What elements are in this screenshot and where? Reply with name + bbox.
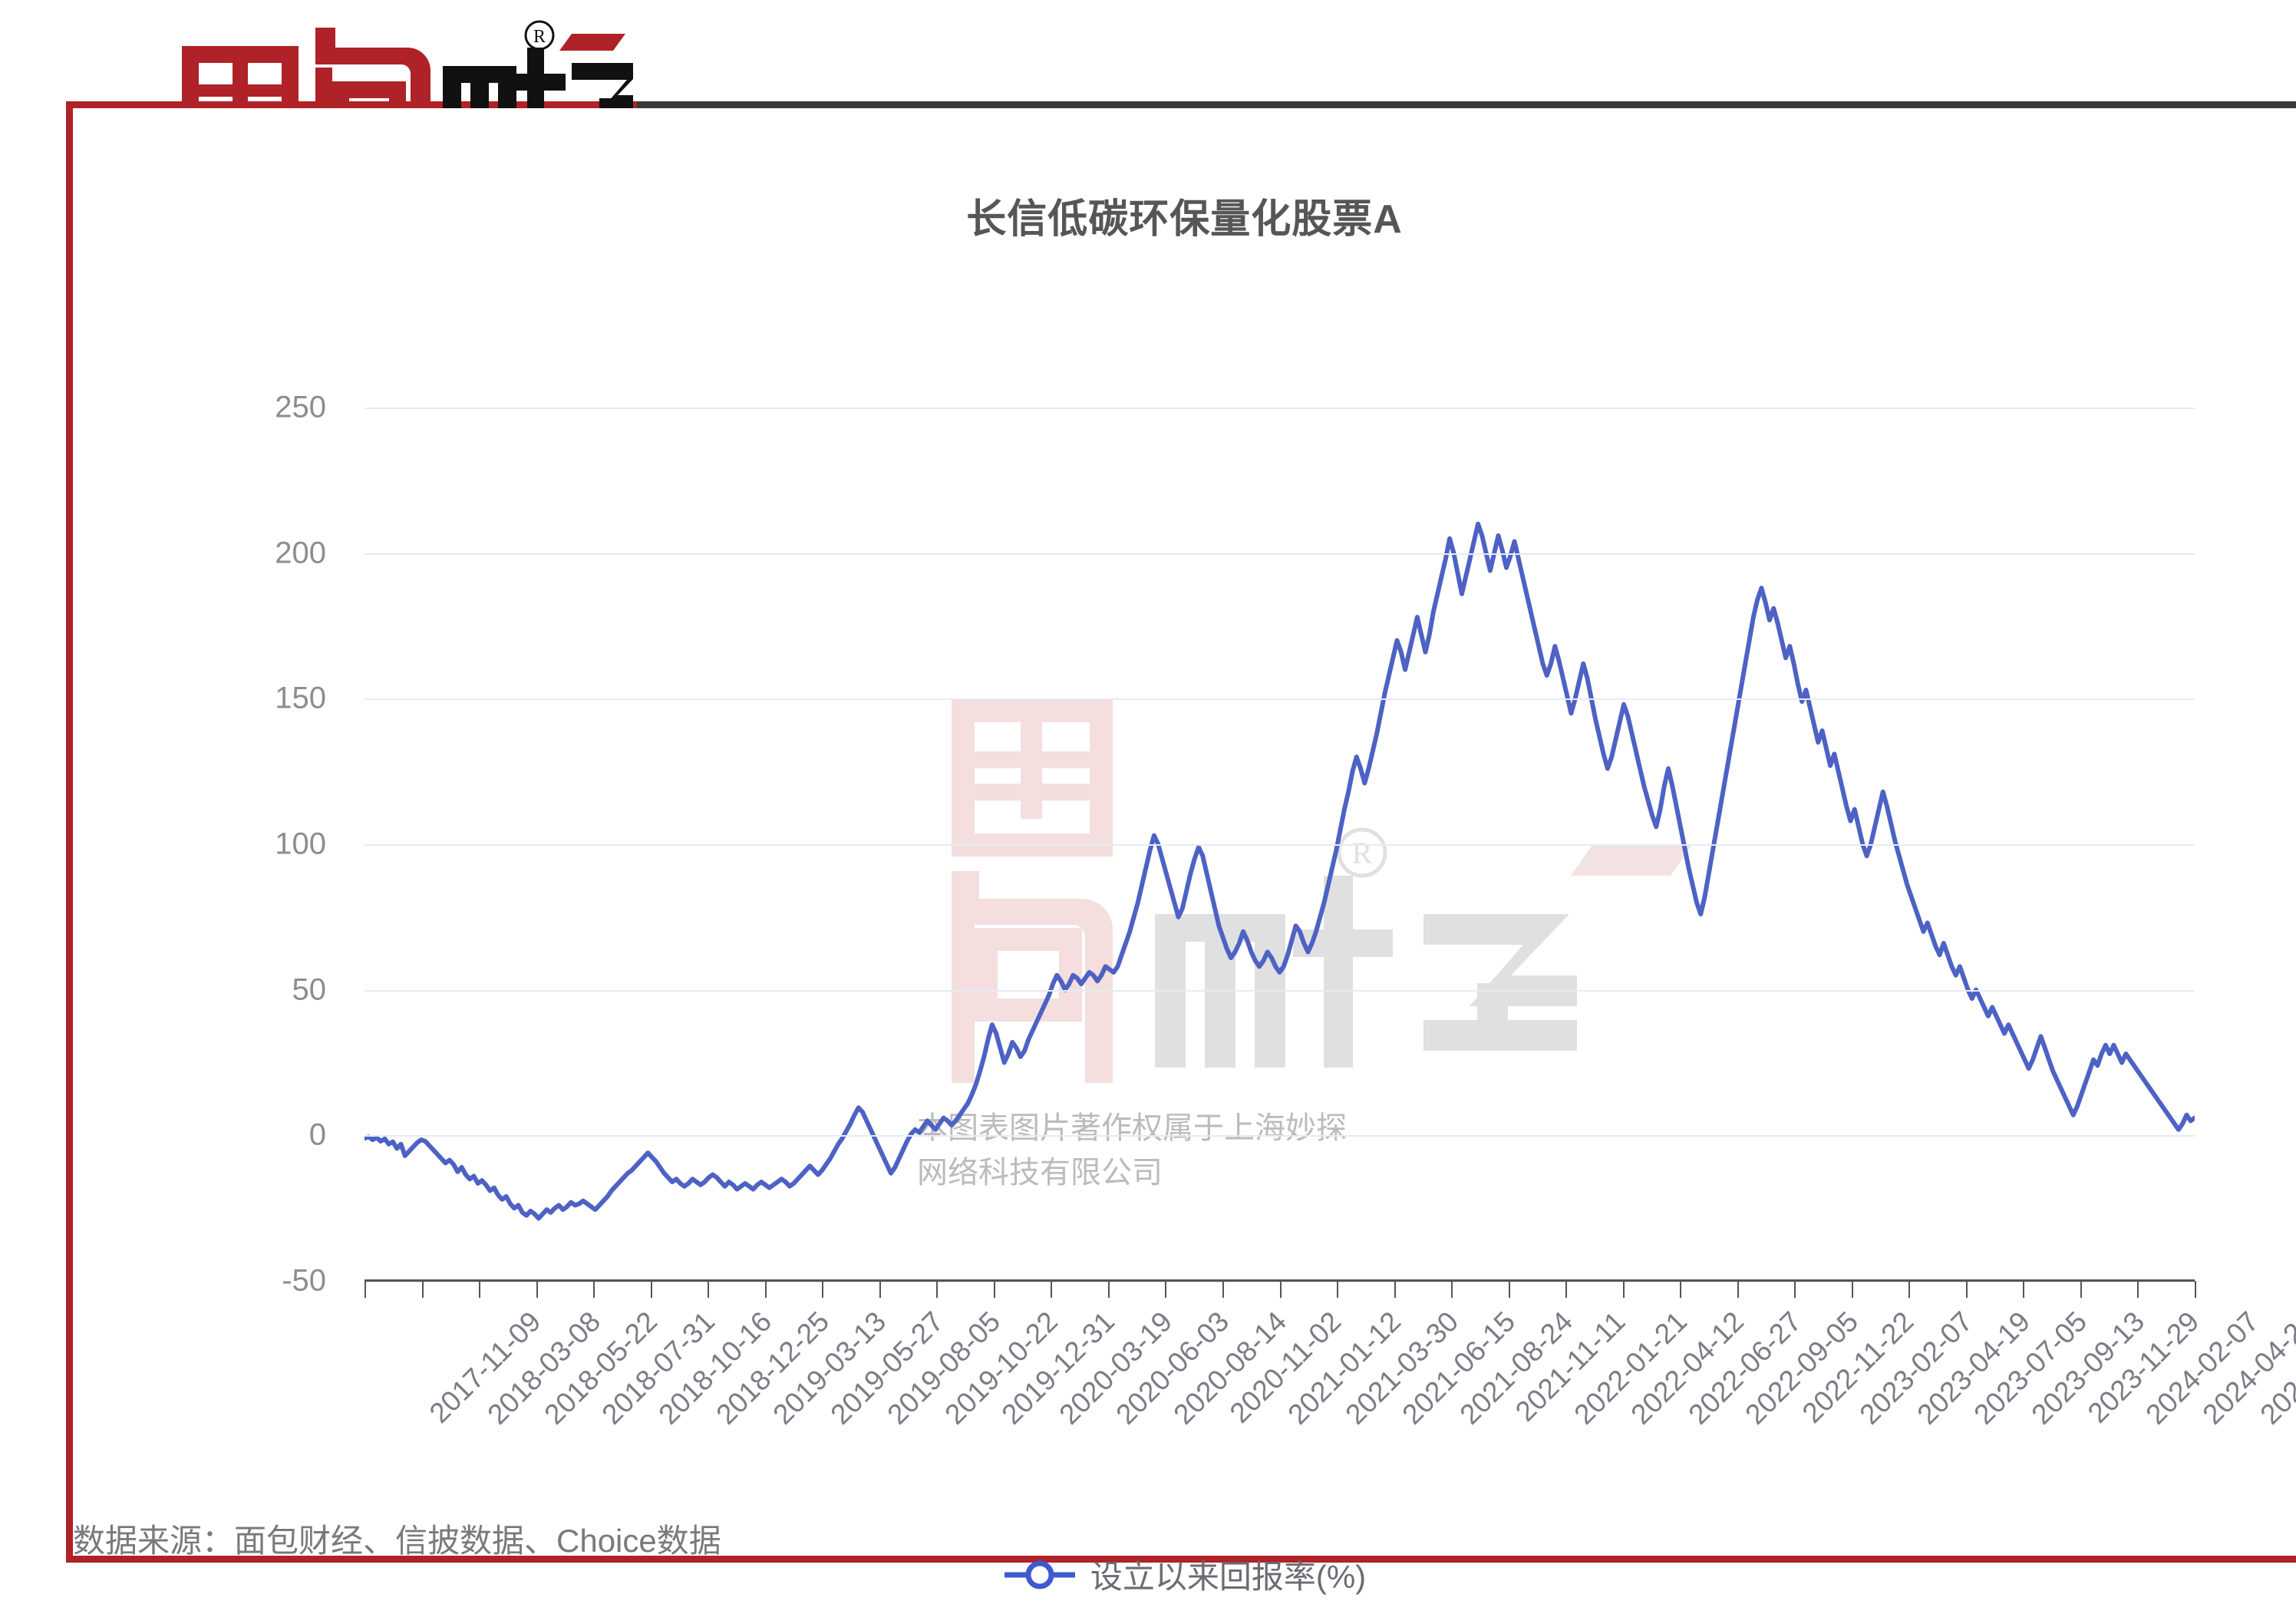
x-axis-tick bbox=[1451, 1281, 1453, 1298]
gridline bbox=[365, 989, 2195, 992]
x-axis-tick bbox=[1965, 1281, 1968, 1298]
chart-title: 长信低碳环保量化股票A bbox=[966, 197, 1403, 242]
plot-area bbox=[362, 408, 2197, 1282]
x-axis-tick bbox=[1508, 1281, 1510, 1298]
legend-marker-icon bbox=[1004, 1560, 1075, 1589]
series-path bbox=[362, 521, 2197, 1221]
legend-label: 设立以来回报率(%) bbox=[1090, 1559, 1367, 1595]
x-axis-tick bbox=[1165, 1281, 1167, 1298]
y-axis-tick-label: 50 bbox=[292, 972, 327, 1007]
watermark-line-2: 网络科技有限公司 bbox=[917, 1156, 1163, 1190]
gridline bbox=[365, 408, 2195, 409]
x-axis-tick bbox=[1794, 1281, 1796, 1298]
x-axis-tick bbox=[764, 1281, 767, 1298]
x-axis-tick bbox=[993, 1281, 995, 1298]
gridline bbox=[365, 1135, 2195, 1137]
x-axis-tick bbox=[1622, 1281, 1625, 1298]
x-axis-tick bbox=[1680, 1281, 1682, 1298]
x-axis-tick bbox=[1851, 1281, 1853, 1298]
x-axis-tick bbox=[593, 1281, 595, 1298]
x-axis-tick bbox=[879, 1281, 881, 1298]
x-axis-tick bbox=[1737, 1281, 1739, 1298]
x-axis-tick bbox=[1337, 1281, 1339, 1298]
x-axis-tick bbox=[650, 1281, 652, 1298]
x-axis-line bbox=[365, 1279, 2195, 1282]
frame-border-left bbox=[66, 101, 73, 1563]
y-axis-tick-label: 100 bbox=[275, 827, 326, 861]
data-source-note: 数据来源：面包财经、信披数据、Choice数据 bbox=[73, 1523, 721, 1559]
y-axis-tick-label: 0 bbox=[308, 1117, 326, 1152]
y-axis-tick-label: 150 bbox=[275, 681, 326, 715]
watermark-line-1: 本图表图片著作权属于上海妙探 bbox=[917, 1111, 1347, 1145]
chart-legend: 设立以来回报率(%) bbox=[73, 1551, 2296, 1598]
x-axis-tick bbox=[1222, 1281, 1224, 1298]
header-divider-rule bbox=[637, 101, 2296, 108]
x-axis-tick bbox=[421, 1281, 424, 1298]
x-axis-ticks bbox=[365, 1281, 2196, 1298]
gridline bbox=[365, 698, 2195, 701]
chart-card: 长信低碳环保量化股票A 250 200 150 100 50 0 -50 bbox=[73, 108, 2296, 1595]
x-axis-tick bbox=[822, 1281, 824, 1298]
svg-text:R: R bbox=[533, 27, 546, 47]
x-axis-tick bbox=[1279, 1281, 1282, 1298]
y-axis-tick-label: -50 bbox=[282, 1263, 326, 1298]
x-axis-tick bbox=[708, 1281, 710, 1298]
x-axis-tick bbox=[365, 1281, 366, 1298]
x-axis-tick bbox=[2195, 1281, 2196, 1298]
x-axis-tick bbox=[2080, 1281, 2082, 1298]
x-axis-tick bbox=[536, 1281, 538, 1298]
watermark-copyright-text: 本图表图片著作权属于上海妙探 网络科技有限公司 bbox=[917, 1106, 1684, 1195]
x-axis-tick bbox=[1565, 1281, 1568, 1298]
gridline bbox=[365, 844, 2195, 846]
series-line-chart bbox=[362, 521, 2197, 1221]
x-axis-tick bbox=[1051, 1281, 1053, 1298]
frame-border-bottom bbox=[66, 1556, 2296, 1563]
x-axis-tick bbox=[1394, 1281, 1396, 1298]
x-axis-tick bbox=[936, 1281, 939, 1298]
y-axis-tick-label: 200 bbox=[275, 536, 326, 570]
x-axis-tick bbox=[479, 1281, 481, 1298]
y-axis-tick-label: 250 bbox=[275, 390, 326, 424]
x-axis-tick bbox=[1107, 1281, 1110, 1298]
gridline bbox=[365, 553, 2195, 555]
x-axis-tick bbox=[2023, 1281, 2025, 1298]
x-axis-tick bbox=[2137, 1281, 2139, 1298]
x-axis-tick bbox=[1908, 1281, 1911, 1298]
